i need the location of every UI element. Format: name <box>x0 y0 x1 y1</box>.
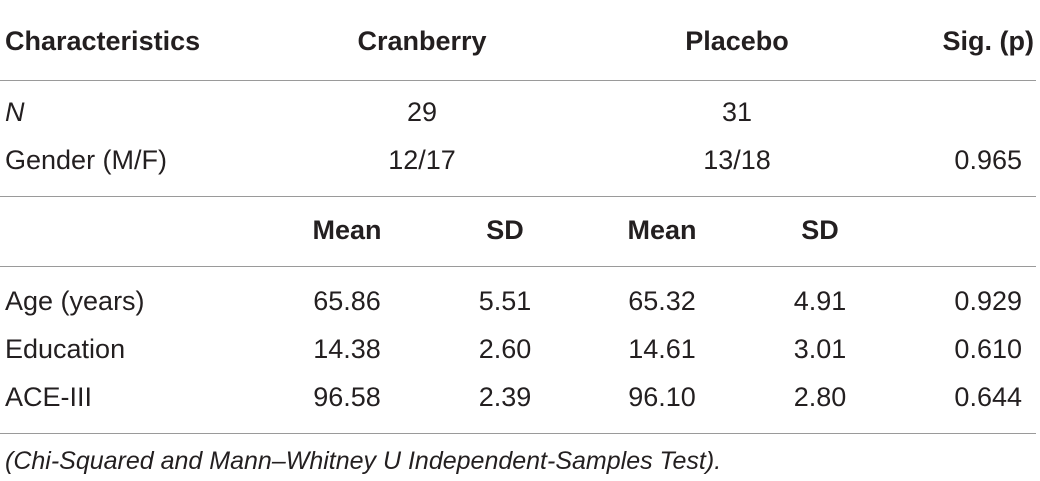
age-placebo-sd: 4.91 <box>793 286 847 316</box>
header-placebo: Placebo <box>685 26 789 56</box>
row-label-gender: Gender (M/F) <box>5 145 168 175</box>
subheader-placebo-sd: SD <box>801 215 839 245</box>
age-sig: 0.929 <box>954 286 1022 316</box>
age-placebo-mean: 65.32 <box>628 286 696 316</box>
education-placebo-mean: 14.61 <box>628 334 696 364</box>
education-cranberry-sd: 2.60 <box>478 334 532 364</box>
age-cranberry-mean: 65.86 <box>313 286 381 316</box>
n-placebo: 31 <box>721 97 753 127</box>
bottom-rule <box>0 433 1036 434</box>
header-rule <box>0 80 1036 81</box>
gender-placebo: 13/18 <box>703 145 771 175</box>
row-label-n: N <box>5 97 25 127</box>
row-label-ace-iii: ACE-III <box>5 382 93 412</box>
ace-cranberry-sd: 2.39 <box>478 382 532 412</box>
row-label-education: Education <box>5 334 126 364</box>
age-cranberry-sd: 5.51 <box>478 286 532 316</box>
subheader-cranberry-mean: Mean <box>312 215 382 245</box>
header-cranberry: Cranberry <box>357 26 487 56</box>
mid-rule-bottom <box>0 266 1036 267</box>
ace-sig: 0.644 <box>954 382 1022 412</box>
education-placebo-sd: 3.01 <box>793 334 847 364</box>
subheader-placebo-mean: Mean <box>627 215 697 245</box>
row-label-age: Age (years) <box>5 286 145 316</box>
subheader-cranberry-sd: SD <box>486 215 524 245</box>
ace-placebo-sd: 2.80 <box>793 382 847 412</box>
ace-cranberry-mean: 96.58 <box>313 382 381 412</box>
header-characteristics: Characteristics <box>5 26 201 56</box>
mid-rule-top <box>0 196 1036 197</box>
ace-placebo-mean: 96.10 <box>628 382 696 412</box>
education-cranberry-mean: 14.38 <box>313 334 381 364</box>
table-footnote: (Chi-Squared and Mann–Whitney U Independ… <box>5 447 722 475</box>
education-sig: 0.610 <box>954 334 1022 364</box>
gender-sig: 0.965 <box>954 145 1022 175</box>
n-cranberry: 29 <box>406 97 438 127</box>
gender-cranberry: 12/17 <box>388 145 456 175</box>
header-sig: Sig. (p) <box>942 26 1034 56</box>
